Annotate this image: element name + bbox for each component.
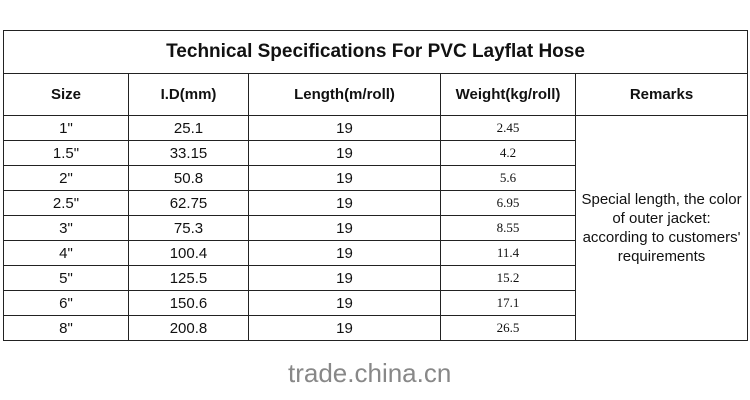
spec-table: Technical Specifications For PVC Layflat…	[2, 30, 749, 341]
cell-size: 5"	[3, 265, 129, 291]
cell-id: 125.5	[128, 265, 249, 291]
table-row: 3" 75.3 19 8.55	[3, 215, 748, 241]
remarks-cell: Special length, the color of outer jacke…	[574, 115, 749, 341]
table-row: 2.5" 62.75 19 6.95	[3, 190, 748, 216]
cell-size: 1.5"	[3, 140, 129, 166]
cell-id: 50.8	[128, 165, 249, 191]
cell-id: 100.4	[128, 240, 249, 266]
cell-length: 19	[248, 190, 441, 216]
cell-length: 19	[248, 140, 441, 166]
cell-id: 33.15	[128, 140, 249, 166]
cell-length: 19	[248, 215, 441, 241]
table-row: 5" 125.5 19 15.2	[3, 265, 748, 291]
cell-weight: 8.55	[440, 215, 576, 241]
watermark: trade.china.cn	[288, 358, 452, 388]
cell-size: 6"	[3, 290, 129, 316]
cell-weight: 6.95	[440, 190, 576, 216]
table-row: 1.5" 33.15 19 4.2	[3, 140, 748, 166]
cell-size: 8"	[3, 315, 129, 341]
cell-weight: 5.6	[440, 165, 576, 191]
cell-id: 200.8	[128, 315, 249, 341]
cell-weight: 2.45	[440, 115, 576, 141]
cell-length: 19	[248, 115, 441, 141]
table-row: 1" 25.1 19 2.45 Special length, the color of…	[3, 115, 749, 341]
cell-weight: 11.4	[440, 240, 576, 266]
header-remarks: Remarks	[574, 73, 749, 116]
header-size: Size	[3, 73, 129, 116]
header-row: Size I.D(mm) Length(m/roll) Weight(kg/ro…	[3, 73, 749, 116]
cell-weight: 4.2	[440, 140, 576, 166]
cell-length: 19	[248, 165, 441, 191]
header-length: Length(m/roll)	[248, 73, 441, 116]
cell-weight: 26.5	[440, 315, 576, 341]
cell-size: 2.5"	[3, 190, 129, 216]
cell-length: 19	[248, 265, 441, 291]
cell-size: 1"	[3, 115, 129, 141]
cell-length: 19	[248, 290, 441, 316]
cell-id: 62.75	[128, 190, 249, 216]
table-row: 4" 100.4 19 11.4	[3, 240, 748, 266]
header-weight: Weight(kg/roll)	[440, 73, 576, 116]
cell-weight: 15.2	[440, 265, 576, 291]
cell-length: 19	[248, 315, 441, 341]
cell-id: 75.3	[128, 215, 249, 241]
table-row: 8" 200.8 19 26.5	[3, 315, 748, 341]
table-row: 2" 50.8 19 5.6	[3, 165, 748, 191]
header-id: I.D(mm)	[128, 73, 249, 116]
cell-id: 25.1	[128, 115, 249, 141]
cell-size: 2"	[3, 165, 129, 191]
table-row: 6" 150.6 19 17.1	[3, 290, 748, 316]
cell-weight: 17.1	[440, 290, 576, 316]
cell-size: 4"	[3, 240, 129, 266]
cell-length: 19	[248, 240, 441, 266]
table-title: Technical Specifications For PVC Layflat…	[2, 30, 749, 74]
cell-size: 3"	[3, 215, 129, 241]
cell-id: 150.6	[128, 290, 249, 316]
